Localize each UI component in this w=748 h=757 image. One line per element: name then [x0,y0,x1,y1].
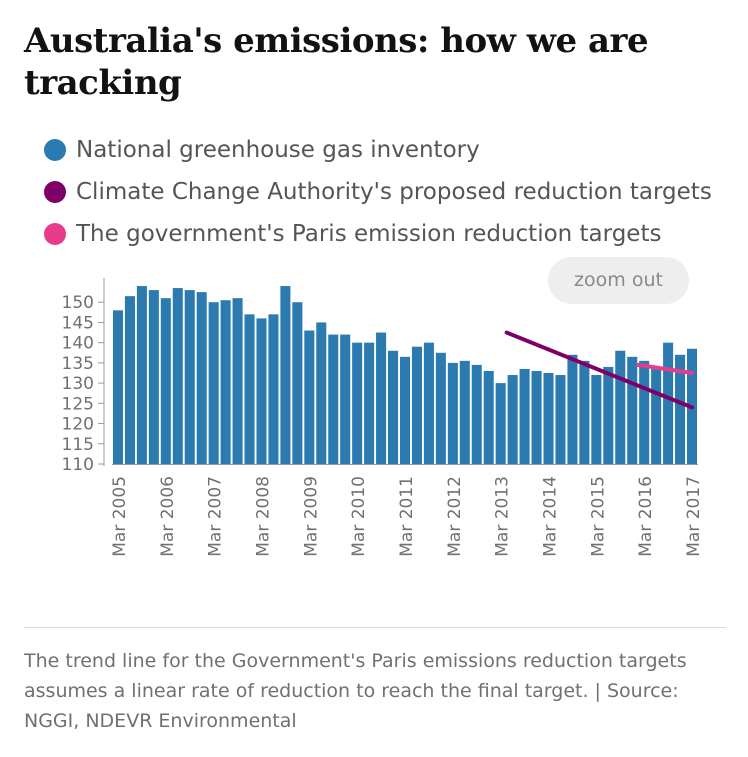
bar [471,364,482,464]
legend-swatch-paris-targets [44,223,66,245]
bar [507,375,518,464]
bar [423,342,434,464]
bar [244,314,255,464]
x-tick-label: Mar 2013 [493,476,513,557]
bar [364,342,375,464]
bar [591,375,602,464]
bar [328,334,339,464]
bar [567,354,578,464]
bar [376,332,387,464]
y-tick-label: 145 [62,313,94,333]
x-tick-label: Mar 2007 [206,476,226,557]
bar [627,356,638,464]
zoom-out-button[interactable]: zoom out [548,257,689,304]
bar [459,360,470,464]
bar [555,375,566,464]
y-tick-label: 115 [62,435,94,455]
bar [352,342,363,464]
legend-item-inventory: National greenhouse gas inventory [44,134,712,176]
y-tick-label: 130 [62,374,94,394]
bar [639,360,650,464]
x-tick-label: Mar 2012 [445,476,465,557]
bar [495,383,506,464]
x-tick-label: Mar 2011 [397,476,417,557]
bar [220,300,231,464]
bar [136,286,147,464]
bar [651,366,662,464]
bar [447,362,458,464]
bar [112,310,124,464]
bar [340,334,351,464]
y-tick-label: 150 [62,293,94,313]
bar [280,286,291,464]
bar [519,368,530,464]
x-tick-label: Mar 2008 [253,476,273,557]
bar [184,290,195,464]
y-tick-label: 110 [62,455,94,475]
bar [316,322,327,464]
y-tick-label: 125 [62,394,94,414]
bar [148,290,159,464]
x-tick-label: Mar 2009 [301,476,321,557]
caption: The trend line for the Government's Pari… [24,650,687,732]
bar [603,366,614,464]
bar [256,318,267,464]
bar [160,298,171,464]
legend: National greenhouse gas inventory Climat… [44,134,712,260]
y-tick-label: 140 [62,334,94,354]
legend-item-cca-targets: Climate Change Authority's proposed redu… [44,176,712,218]
bar [543,373,554,464]
x-tick-label: Mar 2017 [684,476,704,557]
cca-target-line [504,330,695,410]
x-axis: Mar 2005 Mar 2006 Mar 2007 Mar 2008 Mar 2009… [110,464,704,557]
bar [172,288,183,464]
chart-title: Australia's emissions: how we are tracki… [24,21,649,103]
bar [124,296,135,464]
legend-label-paris-targets: The government's Paris emission reductio… [76,221,662,247]
bar [208,302,219,464]
bar [531,370,542,464]
x-tick-label: Mar 2016 [636,476,656,557]
x-tick-label: Mar 2015 [588,476,608,557]
legend-label-inventory: National greenhouse gas inventory [76,137,480,163]
bar [399,356,411,464]
x-tick-label: Mar 2006 [158,476,178,557]
bar [663,342,674,464]
bar [615,350,626,464]
bar [304,330,315,464]
x-tick-label: Mar 2014 [541,476,561,557]
legend-label-cca-targets: Climate Change Authority's proposed redu… [76,179,712,205]
y-tick-label: 135 [62,354,94,374]
bar [388,350,399,464]
bar [292,302,303,464]
bar [579,360,590,464]
x-tick-label: Mar 2005 [110,476,130,557]
legend-swatch-inventory [44,139,66,161]
y-tick-label: 120 [62,415,94,435]
bar [268,314,279,464]
bar [435,352,446,464]
paris-target-line [636,362,695,375]
bar [232,298,243,464]
legend-swatch-cca-targets [44,181,66,203]
bar [411,346,422,464]
target-lines [504,330,695,410]
bar [675,354,686,464]
x-tick-label: Mar 2010 [349,476,369,557]
divider [24,627,726,628]
legend-item-paris-targets: The government's Paris emission reductio… [44,218,712,260]
bar [196,292,207,464]
bar [483,370,494,464]
